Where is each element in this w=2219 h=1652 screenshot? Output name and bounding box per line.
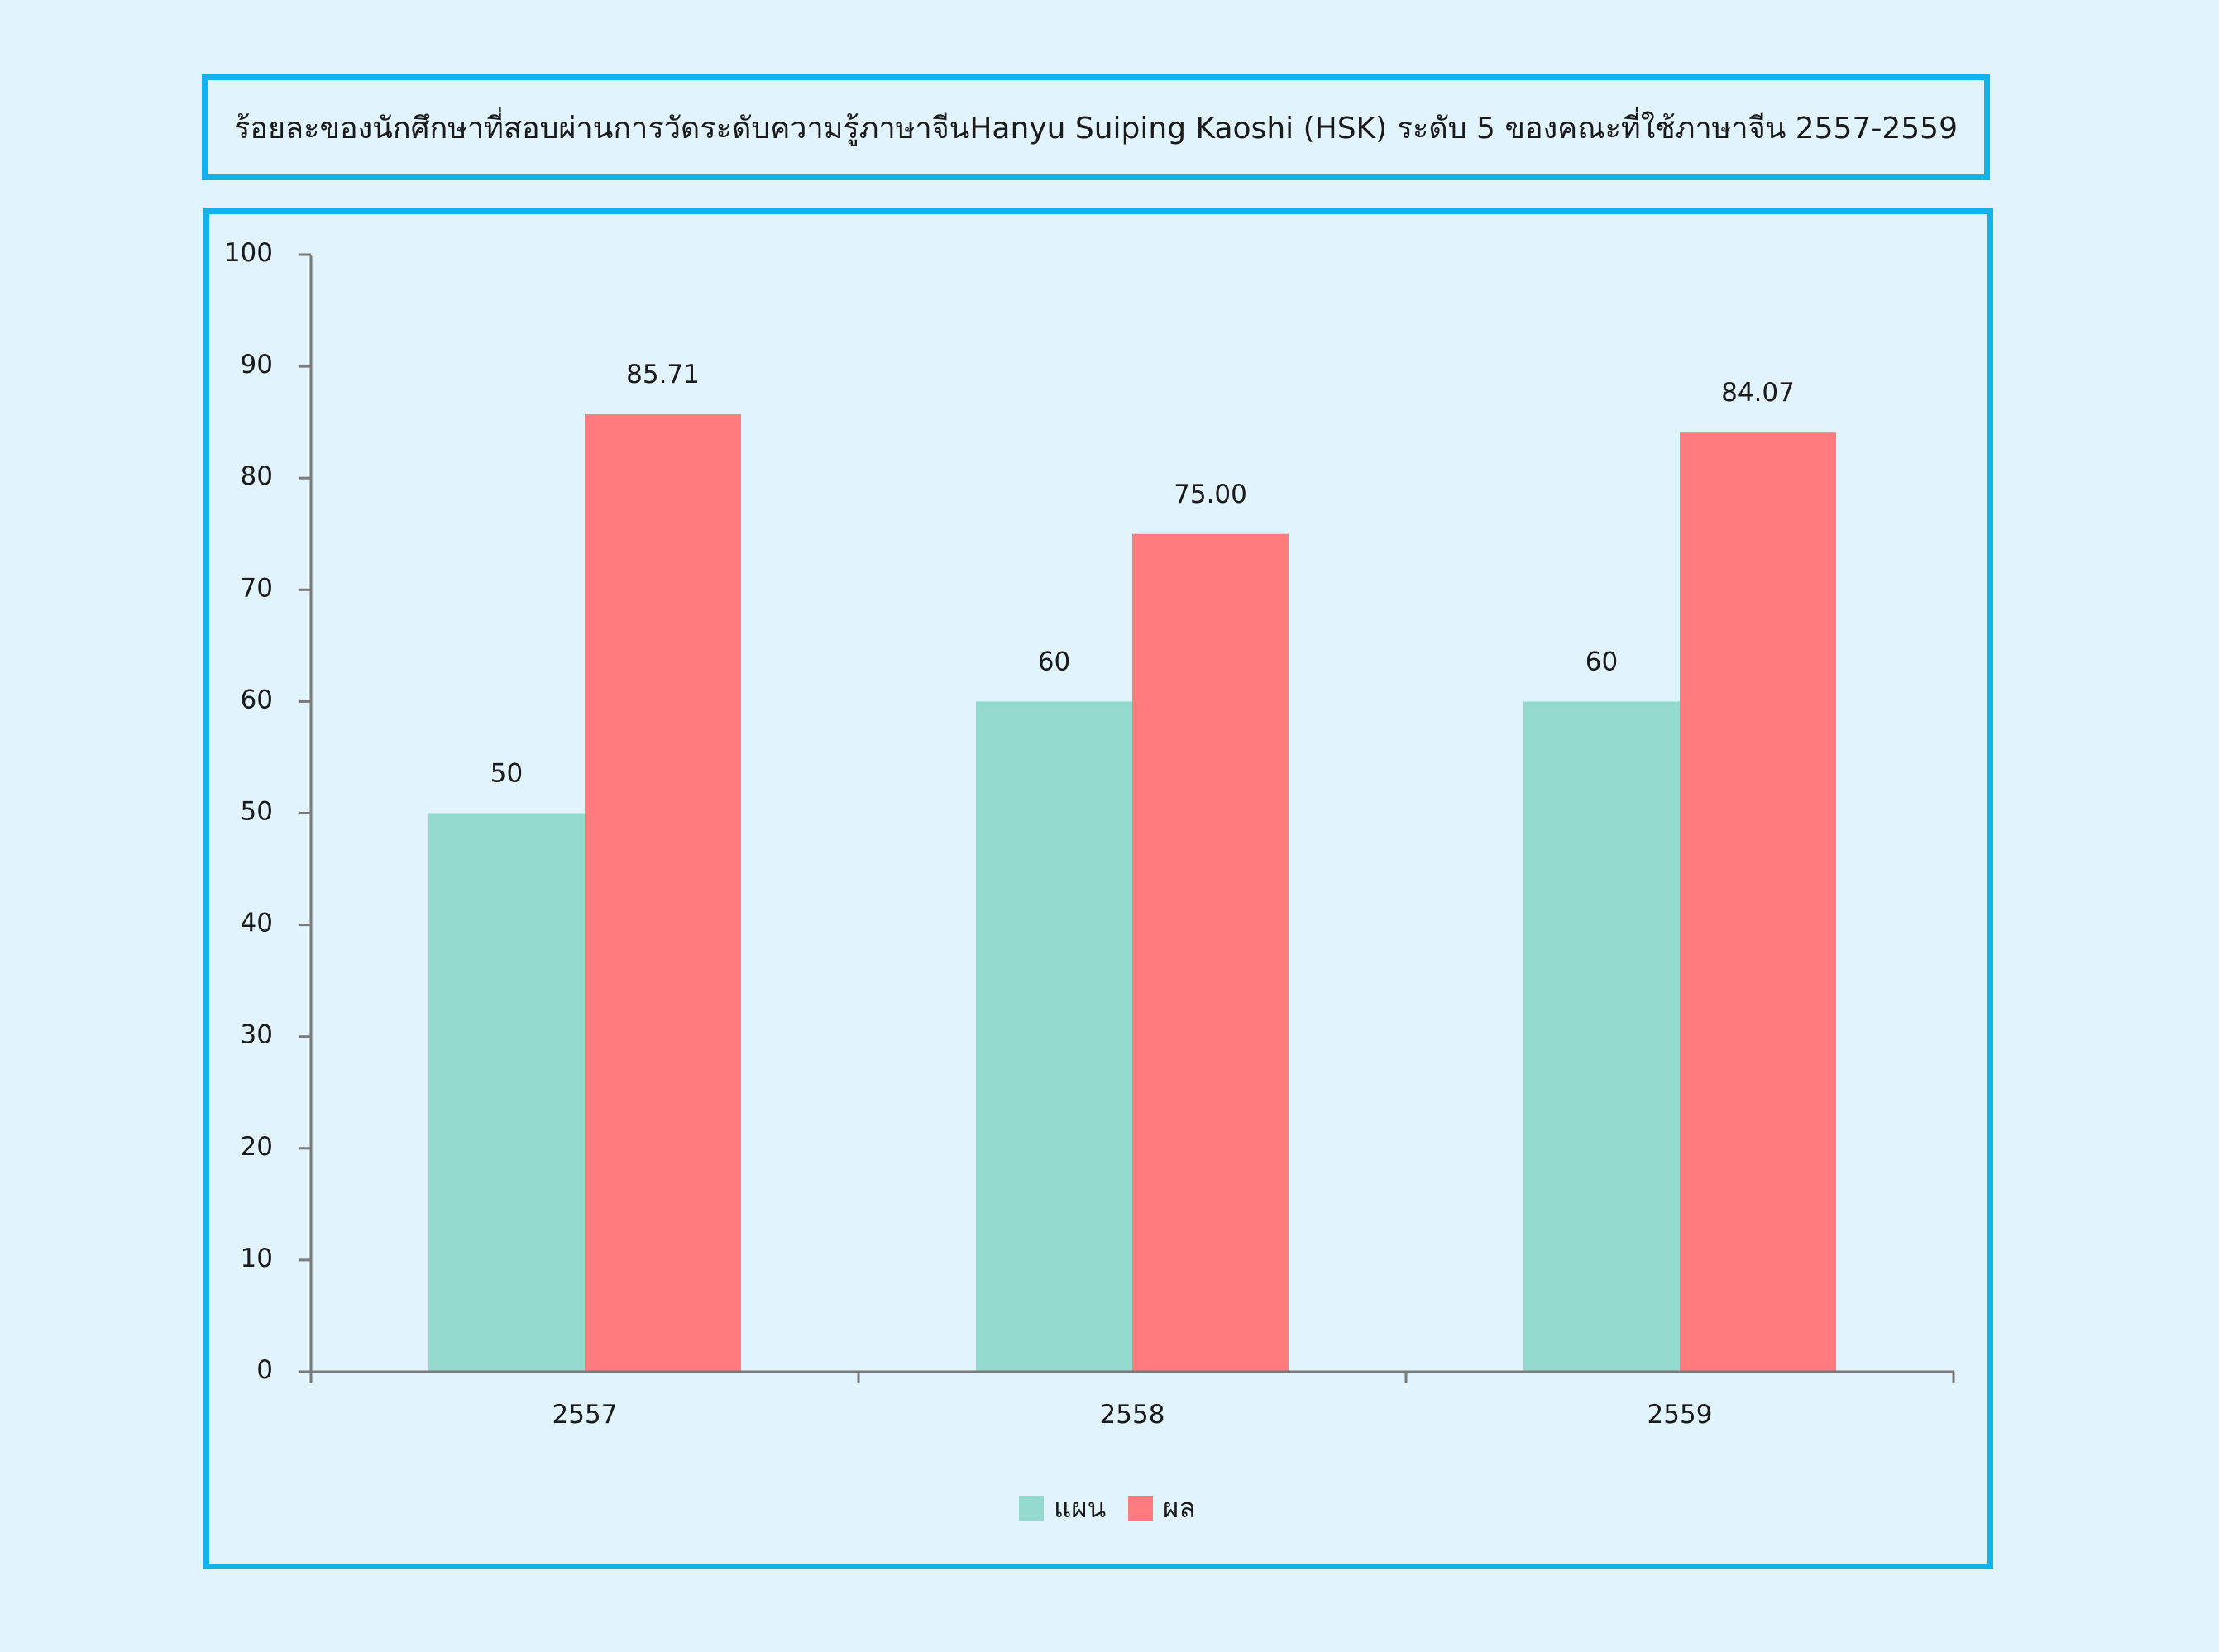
data-label-result-2558: 75.00	[1174, 480, 1247, 509]
bar-plan-2557	[428, 813, 585, 1372]
data-label-result-2559: 84.07	[1721, 378, 1795, 408]
y-tick-label-30: 30	[241, 1020, 273, 1050]
bar-plan-2558	[976, 701, 1132, 1372]
y-tick-label-10: 10	[241, 1244, 273, 1273]
data-label-result-2557: 85.71	[626, 360, 700, 389]
chart-title-box: ร้อยละของนักศึกษาที่สอบผ่านการวัดระดับคว…	[202, 74, 1990, 180]
y-tick-label-50: 50	[241, 797, 273, 827]
x-tick-label-2557: 2557	[552, 1400, 618, 1430]
x-tick-label-2559: 2559	[1648, 1400, 1713, 1430]
data-label-plan-2557: 50	[490, 759, 523, 789]
y-tick-label-80: 80	[241, 461, 273, 491]
bar-plan-2559	[1523, 701, 1680, 1372]
x-tick-label-2558: 2558	[1100, 1400, 1165, 1430]
y-tick-label-20: 20	[241, 1132, 273, 1162]
y-tick-label-40: 40	[241, 909, 273, 938]
legend-label-plan: แผน	[1054, 1492, 1106, 1524]
bar-result-2559	[1680, 432, 1836, 1372]
bar-result-2558	[1132, 533, 1289, 1372]
y-tick-label-0: 0	[256, 1355, 273, 1385]
y-tick-label-70: 70	[241, 573, 273, 603]
chart-title: ร้อยละของนักศึกษาที่สอบผ่านการวัดระดับคว…	[234, 111, 1958, 146]
legend-swatch-result	[1128, 1496, 1153, 1521]
data-label-plan-2558: 60	[1038, 647, 1070, 676]
y-tick-label-100: 100	[224, 238, 273, 268]
y-tick-label-90: 90	[241, 350, 273, 380]
legend-swatch-plan	[1019, 1496, 1044, 1521]
data-label-plan-2559: 60	[1585, 647, 1618, 676]
bar-result-2557	[585, 414, 741, 1373]
legend-label-result: ผล	[1163, 1492, 1196, 1524]
y-tick-label-60: 60	[241, 685, 273, 714]
